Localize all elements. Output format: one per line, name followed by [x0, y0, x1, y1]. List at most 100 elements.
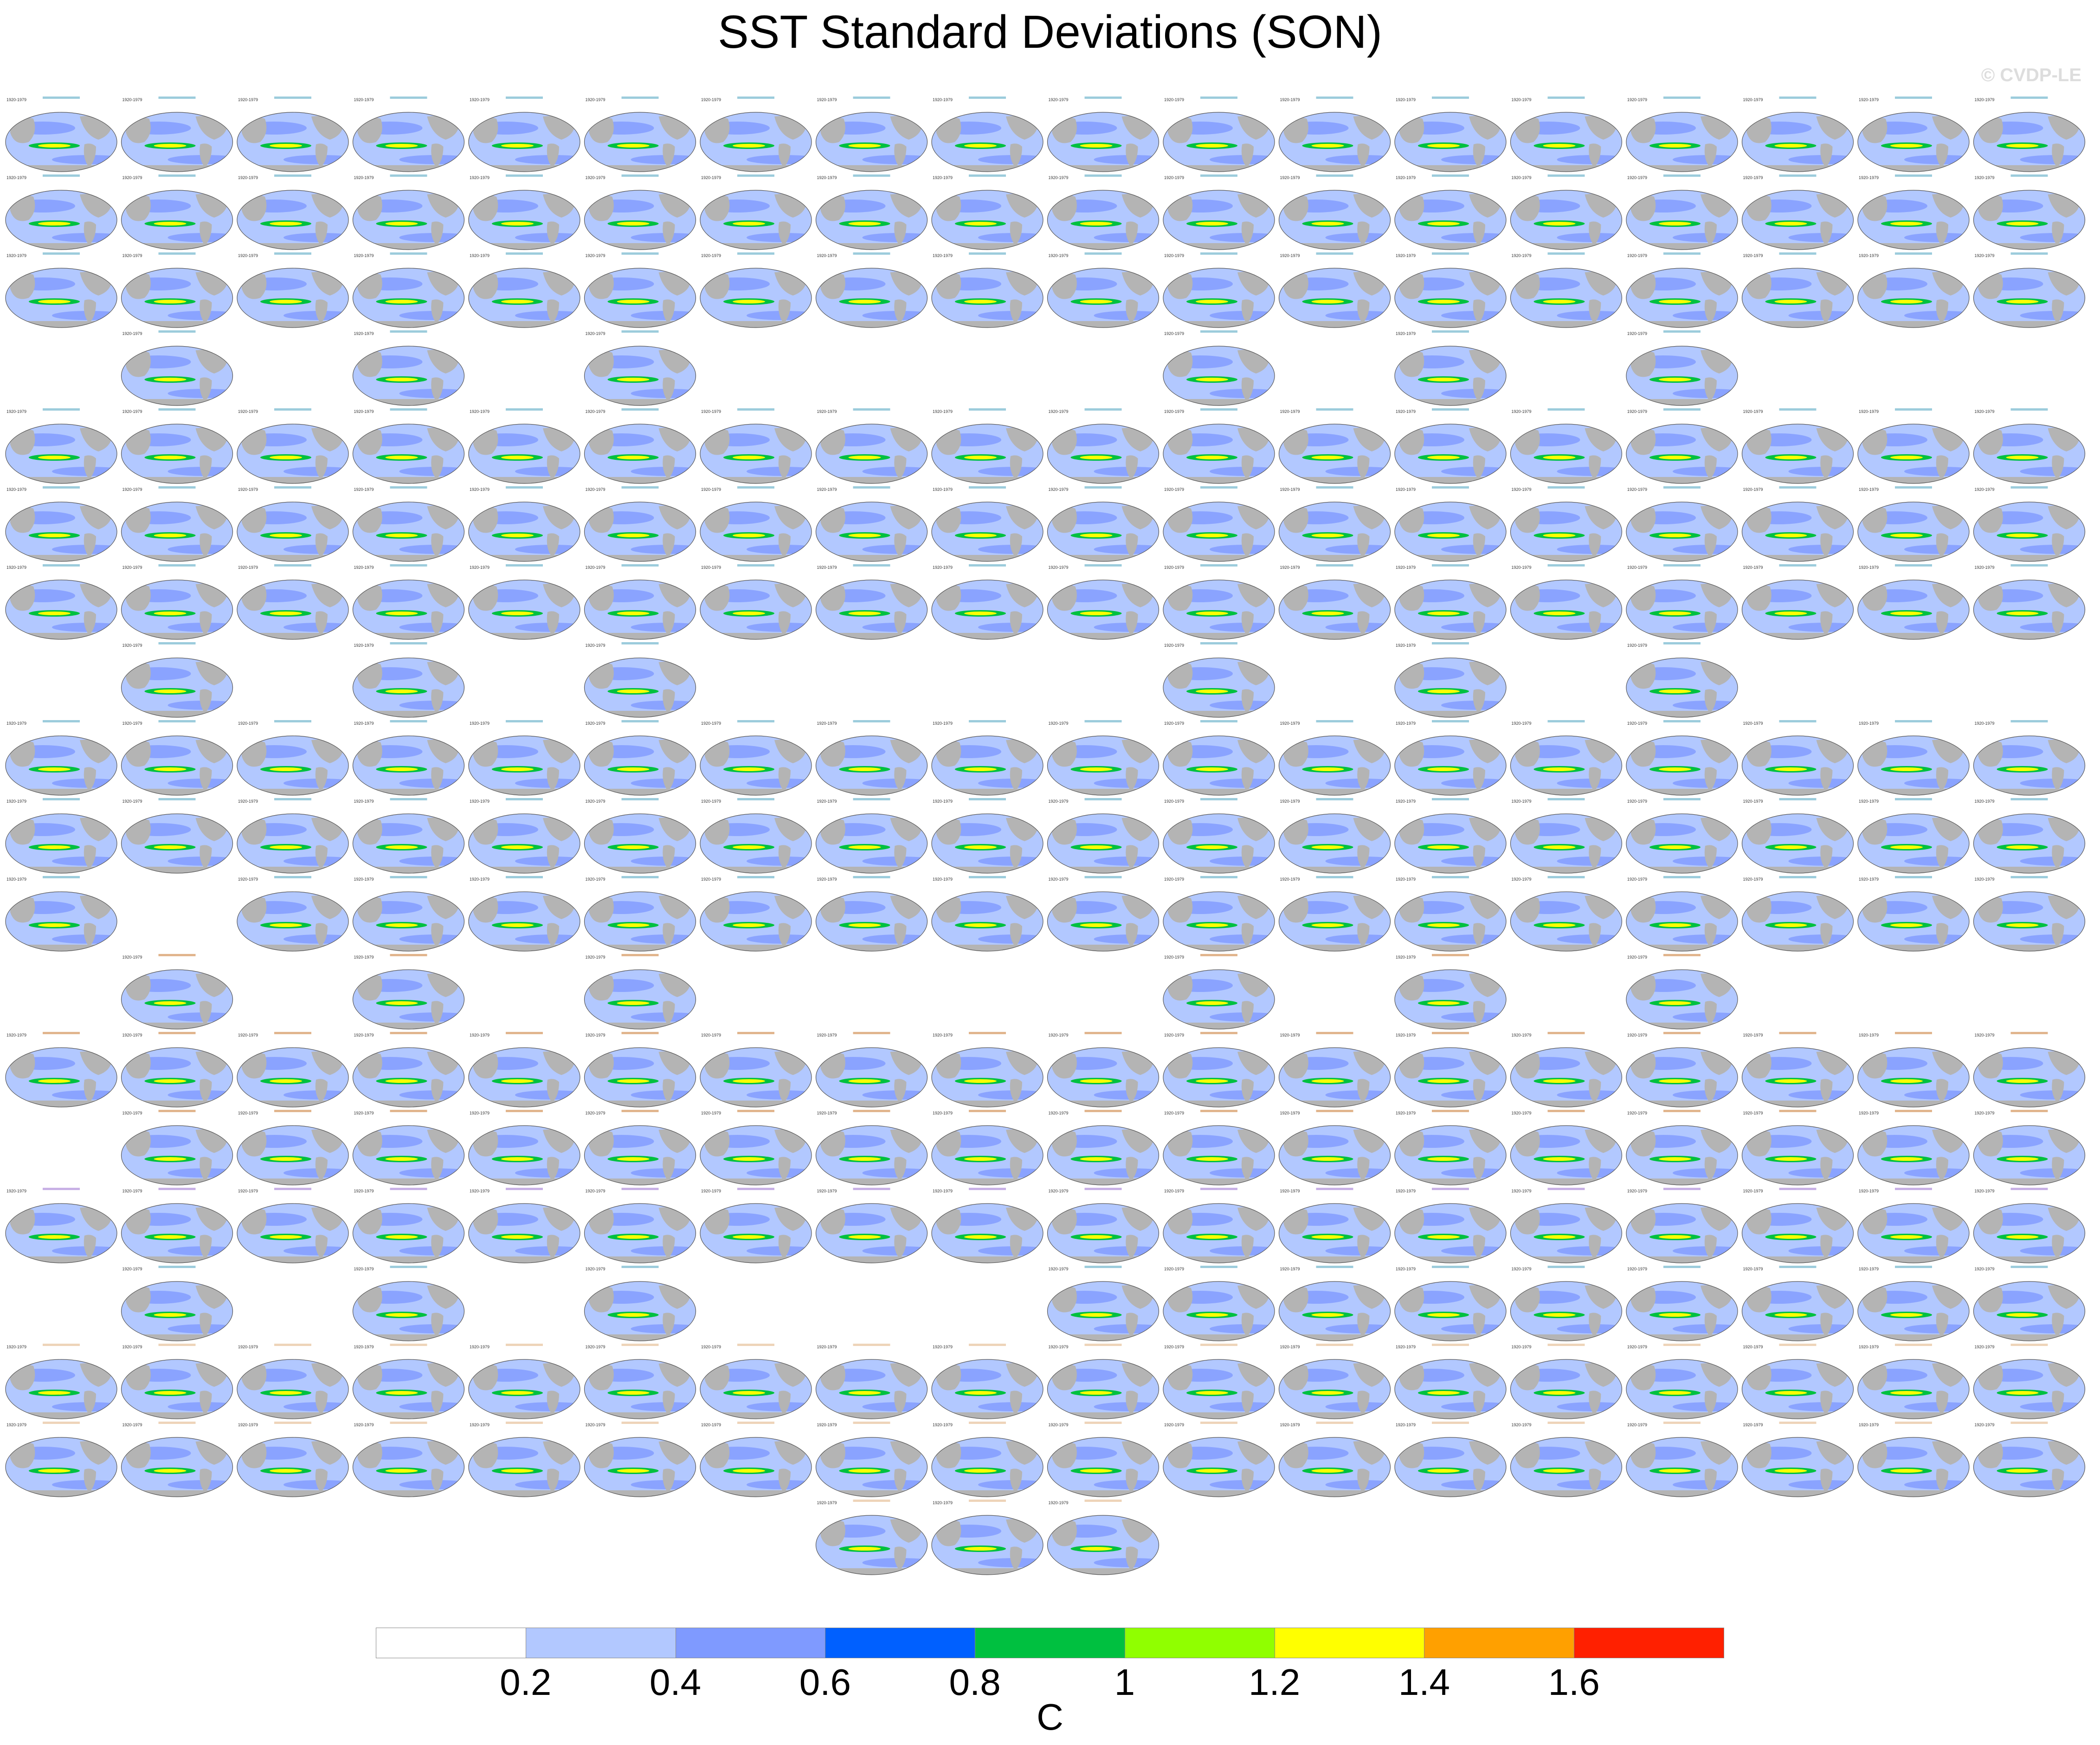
panel-period-label: 1920-1979	[238, 1111, 258, 1115]
land-mass	[431, 143, 444, 167]
enso-tongue-inner	[1890, 222, 1923, 225]
panel-title-mark	[737, 798, 774, 800]
map-outline	[121, 268, 233, 328]
map-panel: 1920-1979	[584, 1110, 696, 1185]
land-mass	[431, 455, 444, 479]
map-panel: 1920-1979	[1278, 798, 1391, 874]
antarctica	[1858, 633, 1969, 639]
map-outline	[1510, 813, 1623, 874]
map-panel: 1920-1979	[1626, 1422, 1738, 1497]
map-panel: 1920-1979	[1047, 876, 1160, 952]
antarctica	[1510, 1178, 1622, 1185]
map-panel: 1920-1979	[1510, 1110, 1623, 1185]
map-panel: 1920-1979	[352, 1344, 465, 1419]
enso-tongue-inner	[1311, 1157, 1344, 1161]
antarctica	[1395, 633, 1506, 639]
antarctica	[1510, 243, 1622, 250]
panel-period-label: 1920-1979	[238, 721, 258, 726]
map-panel: 1920-1979	[1394, 486, 1507, 562]
panel-period-label: 1920-1979	[933, 565, 953, 570]
map-outline	[584, 112, 696, 172]
enso-tongue-inner	[733, 144, 765, 148]
antarctica	[353, 399, 464, 406]
panel-period-label: 1920-1979	[238, 565, 258, 570]
enso-tongue-inner	[1659, 845, 1691, 849]
panel-period-label: 1920-1979	[1049, 1345, 1069, 1349]
enso-tongue-inner	[1659, 1157, 1691, 1161]
panel-period-label: 1920-1979	[1049, 175, 1069, 180]
antarctica	[1626, 711, 1738, 717]
land-mass	[663, 923, 675, 947]
enso-tongue-inner	[1890, 1235, 1923, 1239]
map-panel: 1920-1979	[1857, 564, 1970, 640]
enso-tongue-inner	[617, 1157, 650, 1161]
enso-tongue-inner	[617, 1079, 650, 1083]
antarctica	[1510, 321, 1622, 328]
enso-tongue-inner	[154, 1157, 187, 1161]
antarctica	[6, 945, 117, 951]
enso-tongue-inner	[848, 1547, 881, 1551]
panel-period-label: 1920-1979	[1627, 175, 1647, 180]
panel-period-label: 1920-1979	[1627, 565, 1647, 570]
panel-title-mark	[390, 876, 427, 878]
enso-tongue-inner	[1543, 1313, 1576, 1317]
antarctica	[1279, 1101, 1391, 1107]
map-panel: 1920-1979	[1973, 1032, 2086, 1108]
land-mass	[1357, 845, 1370, 869]
map-panel: 1920-1979	[1163, 1110, 1275, 1185]
panel-title-mark	[1200, 954, 1237, 956]
map-panel: 1920-1979	[1973, 1344, 2086, 1419]
antarctica	[584, 1178, 696, 1185]
panel-title-mark	[1663, 174, 1701, 177]
panel-period-label: 1920-1979	[1164, 1267, 1184, 1271]
map-panel: 1920-1979	[352, 954, 465, 1030]
antarctica	[1858, 243, 1969, 250]
enso-tongue-inner	[1080, 300, 1113, 303]
panel-title-mark	[969, 1500, 1006, 1502]
enso-tongue-inner	[733, 923, 765, 927]
panel-title-mark	[1663, 97, 1701, 99]
antarctica	[121, 789, 233, 795]
enso-tongue-inner	[154, 222, 187, 225]
map-outline	[584, 735, 696, 796]
panel-title-mark	[43, 97, 80, 99]
antarctica	[932, 321, 1043, 328]
panel-period-label: 1920-1979	[817, 97, 837, 102]
enso-tongue-inner	[1196, 1235, 1228, 1239]
antarctica	[1047, 477, 1159, 483]
antarctica	[584, 633, 696, 639]
panel-period-label: 1920-1979	[1859, 409, 1879, 414]
enso-tongue-inner	[1890, 1313, 1923, 1317]
land-mass	[1010, 455, 1022, 479]
enso-tongue-inner	[1427, 689, 1460, 693]
map-panel: 1920-1979	[1741, 97, 1854, 172]
panel-title-mark	[969, 798, 1006, 800]
map-outline	[1626, 190, 1738, 250]
land-mass	[1473, 299, 1485, 323]
map-panel: 1920-1979	[815, 174, 928, 250]
enso-tongue-inner	[1427, 1079, 1460, 1083]
panel-period-label: 1920-1979	[1396, 799, 1416, 804]
panel-period-label: 1920-1979	[1164, 565, 1184, 570]
land-mass	[200, 143, 212, 167]
antarctica	[1279, 555, 1391, 561]
map-panel: 1920-1979	[1394, 876, 1507, 952]
panel-title-mark	[1084, 1344, 1122, 1346]
antarctica	[353, 243, 464, 250]
panel-period-label: 1920-1979	[817, 253, 837, 258]
map-outline	[1394, 112, 1507, 172]
panel-period-label: 1920-1979	[1396, 175, 1416, 180]
antarctica	[237, 477, 348, 483]
map-panel: 1920-1979	[1047, 1032, 1160, 1108]
enso-tongue-inner	[733, 845, 765, 849]
map-panel: 1920-1979	[352, 1266, 465, 1341]
map-panel: 1920-1979	[1163, 798, 1275, 874]
map-panel: 1920-1979	[1857, 876, 1970, 952]
map-panel: 1920-1979	[1278, 1266, 1391, 1341]
map-panel: 1920-1979	[468, 97, 580, 172]
map-outline	[1047, 268, 1160, 328]
land-mass	[1820, 455, 1833, 479]
map-outline	[1973, 112, 2086, 172]
land-mass	[894, 143, 907, 167]
antarctica	[1163, 1334, 1275, 1341]
